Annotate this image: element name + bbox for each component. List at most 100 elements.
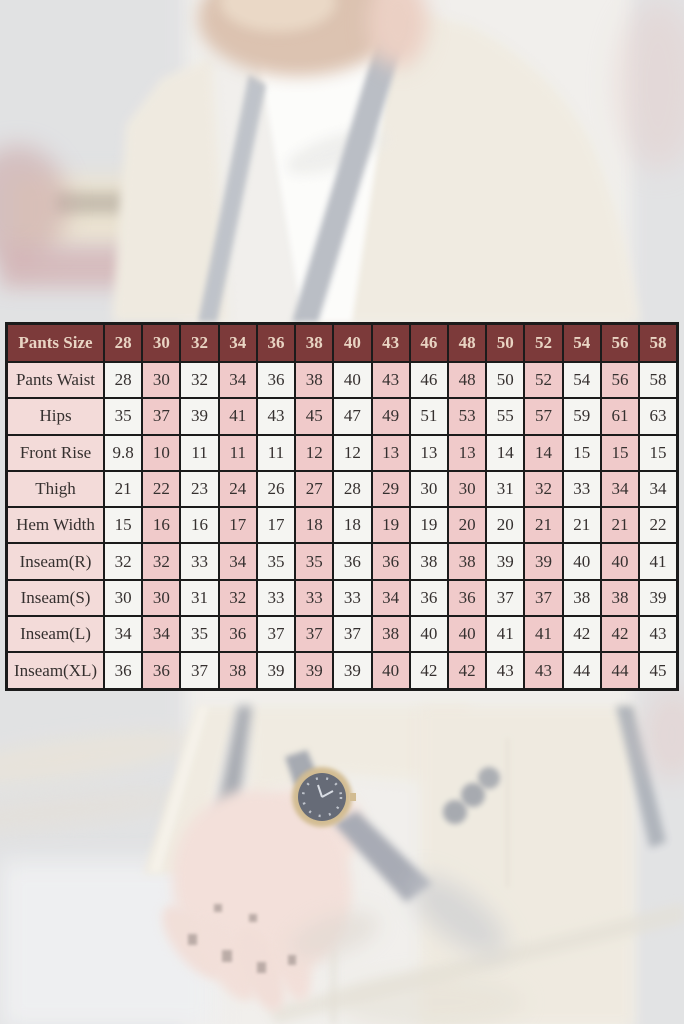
value-cell: 21 [523, 506, 564, 545]
value-cell: 17 [217, 506, 258, 545]
header-size-cell: 36 [255, 322, 297, 363]
header-size-cell: 46 [408, 322, 449, 363]
value-cell: 13 [446, 433, 488, 472]
value-cell: 37 [179, 651, 220, 691]
value-cell: 20 [446, 506, 488, 545]
value-cell: 16 [141, 506, 182, 545]
value-cell: 12 [332, 433, 373, 472]
row-label-cell: Inseam(S) [5, 578, 105, 618]
value-cell: 40 [599, 542, 641, 581]
value-cell: 40 [561, 542, 602, 581]
value-cell: 35 [294, 542, 335, 581]
value-cell: 14 [523, 433, 564, 472]
value-cell: 36 [408, 578, 449, 618]
value-cell: 40 [408, 615, 449, 654]
value-cell: 41 [217, 397, 258, 436]
value-cell: 38 [408, 542, 449, 581]
bottom-photo [0, 690, 684, 1024]
header-size-cell: 48 [446, 322, 488, 363]
table-row: Hips 35 37 39 41 43 45 47 49 51 53 55 57 59 61 63 [5, 397, 679, 436]
value-cell: 36 [217, 615, 258, 654]
value-cell: 10 [141, 433, 182, 472]
value-cell: 24 [217, 469, 258, 509]
value-cell: 43 [370, 360, 411, 400]
right-lapel [292, 10, 410, 322]
value-cell: 37 [294, 615, 335, 654]
value-cell: 48 [446, 360, 488, 400]
value-cell: 61 [599, 397, 641, 436]
value-cell: 34 [217, 360, 258, 400]
value-cell: 28 [332, 469, 373, 509]
value-cell: 42 [408, 651, 449, 691]
header-size-cell: 28 [102, 322, 144, 363]
value-cell: 44 [599, 651, 641, 691]
value-cell: 17 [255, 506, 297, 545]
value-cell: 33 [294, 578, 335, 618]
value-cell: 42 [446, 651, 488, 691]
value-cell: 42 [561, 615, 602, 654]
row-label-cell: Hem Width [5, 506, 105, 545]
header-size-cell: 52 [523, 322, 564, 363]
value-cell: 21 [561, 506, 602, 545]
header-size-cell: 40 [332, 322, 373, 363]
value-cell: 34 [599, 469, 641, 509]
value-cell: 12 [294, 433, 335, 472]
value-cell: 15 [638, 433, 679, 472]
value-cell: 47 [332, 397, 373, 436]
value-cell: 39 [638, 578, 679, 618]
beard [198, 0, 428, 76]
value-cell: 14 [485, 433, 526, 472]
header-size-cell: 34 [217, 322, 258, 363]
table-row: Thigh 21 22 23 24 26 27 28 29 30 30 31 32 33 34 34 [5, 469, 679, 509]
value-cell: 42 [599, 615, 641, 654]
header-size-cell: 30 [141, 322, 182, 363]
value-cell: 32 [179, 360, 220, 400]
table-row: Pants Waist 28 30 32 34 36 38 40 43 46 48 50 52 54 56 5… [5, 360, 679, 400]
size-chart-table: Pants Size 28 30 32 34 36 38 40 43 46 48 50 52 54 56 58… [5, 322, 679, 691]
value-cell: 39 [294, 651, 335, 691]
value-cell: 35 [255, 542, 297, 581]
header-size-cell: 56 [599, 322, 641, 363]
table-row: Front Rise 9.8 10 11 11 11 12 12 13 13 13 14 14 15 15 1… [5, 433, 679, 472]
value-cell: 22 [141, 469, 182, 509]
value-cell: 33 [255, 578, 297, 618]
value-cell: 28 [102, 360, 144, 400]
value-cell: 21 [102, 469, 144, 509]
value-cell: 36 [370, 542, 411, 581]
value-cell: 45 [638, 651, 679, 691]
table-row: Inseam(S) 30 30 31 32 33 33 33 34 36 36 37 37 38 38 39 [5, 578, 679, 618]
header-size-cell: 58 [638, 322, 679, 363]
value-cell: 32 [523, 469, 564, 509]
value-cell: 38 [446, 542, 488, 581]
value-cell: 11 [179, 433, 220, 472]
row-label-cell: Front Rise [5, 433, 105, 472]
row-label-cell: Thigh [5, 469, 105, 509]
table-row: Inseam(R) 32 32 33 34 35 35 36 36 38 38 39 39 40 40 41 [5, 542, 679, 581]
value-cell: 35 [102, 397, 144, 436]
table-row: Inseam(L) 34 34 35 36 37 37 37 38 40 40 41 41 42 42 43 [5, 615, 679, 654]
row-label-cell: Inseam(XL) [5, 651, 105, 691]
value-cell: 34 [370, 578, 411, 618]
value-cell: 16 [179, 506, 220, 545]
header-size-cell: 32 [179, 322, 220, 363]
value-cell: 52 [523, 360, 564, 400]
value-cell: 43 [523, 651, 564, 691]
value-cell: 34 [141, 615, 182, 654]
value-cell: 20 [485, 506, 526, 545]
value-cell: 33 [561, 469, 602, 509]
header-size-cell: 50 [485, 322, 526, 363]
value-cell: 41 [485, 615, 526, 654]
value-cell: 37 [141, 397, 182, 436]
value-cell: 11 [217, 433, 258, 472]
value-cell: 63 [638, 397, 679, 436]
value-cell: 41 [638, 542, 679, 581]
value-cell: 31 [179, 578, 220, 618]
value-cell: 30 [141, 360, 182, 400]
value-cell: 26 [255, 469, 297, 509]
value-cell: 41 [523, 615, 564, 654]
value-cell: 36 [332, 542, 373, 581]
value-cell: 54 [561, 360, 602, 400]
value-cell: 38 [599, 578, 641, 618]
value-cell: 33 [332, 578, 373, 618]
value-cell: 38 [370, 615, 411, 654]
